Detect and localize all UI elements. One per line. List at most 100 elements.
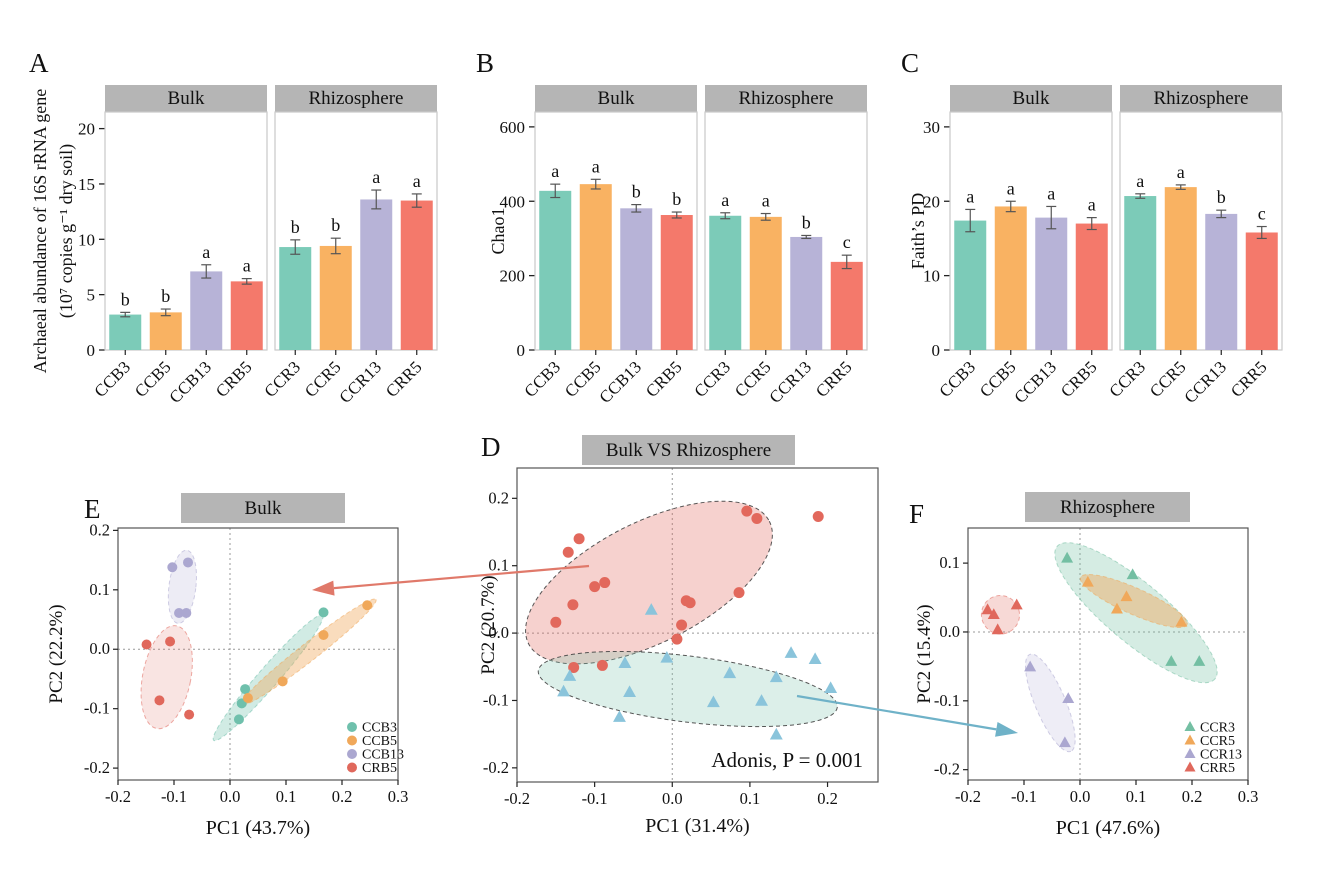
bar-CRB5: [1075, 223, 1108, 350]
legend-label-CCR13: CCR13: [1200, 748, 1242, 763]
panel-header-label: Bulk VS Rhizosphere: [606, 440, 771, 461]
bar-CCB3: [109, 314, 142, 350]
scatter-point-CCB13: [167, 562, 178, 573]
scatter-point-Rhizosphere: [824, 681, 838, 693]
y-tick-label: 0.2: [488, 488, 509, 507]
panel-letter-c: C: [901, 48, 920, 78]
scatter-point-CCB3: [240, 684, 251, 695]
significance-letter: b: [672, 189, 681, 209]
y-tick-label: 0.2: [89, 520, 110, 539]
y-tick-label: -0.1: [934, 691, 960, 710]
significance-letter: c: [1258, 204, 1266, 224]
x-tick-label: CCB3: [936, 357, 980, 401]
x-tick-label: 0.3: [1238, 787, 1259, 806]
scatter-point-Bulk: [573, 533, 585, 545]
bar-CCB5: [994, 206, 1027, 350]
scatter-point-Bulk: [751, 513, 763, 525]
significance-letter: a: [1007, 178, 1015, 198]
scatter-point-CRR5: [1010, 598, 1023, 610]
panel-letter-a: A: [29, 48, 49, 78]
significance-letter: a: [202, 242, 210, 262]
scatter-point-Bulk: [741, 505, 753, 517]
legend-swatch-CCR13: [1184, 748, 1196, 758]
panel-header-label: Rhizosphere: [1060, 497, 1155, 518]
bar-CCB3: [539, 190, 572, 350]
y-axis-title: Faith’s PD: [908, 193, 928, 270]
scatter-point-CCR3: [1061, 551, 1074, 563]
x-tick-label: CRB5: [1057, 357, 1101, 401]
plot-box: [516, 467, 879, 783]
scatter-point-CCR5: [1110, 602, 1123, 614]
x-tick-label: -0.1: [1011, 787, 1037, 806]
y-axis-title: Chao1: [488, 208, 508, 255]
x-tick-label: CRR5: [382, 357, 426, 401]
x-axis-title: PC1 (31.4%): [645, 815, 749, 837]
scatter-point-CCB3: [318, 607, 329, 618]
significance-letter: a: [551, 161, 559, 181]
scatter-point-CRR5: [987, 608, 1000, 620]
significance-letter: b: [161, 286, 170, 306]
panel-letter-b: B: [476, 48, 495, 78]
y-tick-label: 200: [500, 267, 526, 286]
significance-letter: a: [413, 171, 421, 191]
scatter-point-Bulk: [812, 511, 824, 523]
y-tick-label: 10: [923, 267, 940, 286]
scatter-point-CRB5: [154, 695, 165, 706]
confidence-ellipse-CCR13: [1024, 653, 1076, 753]
scatter-point-Bulk: [567, 599, 579, 611]
scatter-point-Rhizosphere: [769, 670, 783, 683]
scatter-point-Bulk: [568, 661, 580, 673]
y-tick-label: 600: [500, 118, 526, 137]
bar-CCR3: [1124, 196, 1157, 350]
significance-letter: b: [802, 212, 811, 232]
bar-CCB3: [954, 220, 987, 350]
bar-CRR5: [400, 200, 433, 350]
x-tick-label: CCR3: [1106, 357, 1150, 401]
significance-letter: a: [762, 191, 770, 211]
legend-swatch-CRR5: [1184, 761, 1196, 772]
bar-CCR3: [279, 247, 312, 350]
scatter-point-CCB5: [318, 629, 329, 640]
x-tick-label: CCR13: [336, 357, 386, 407]
bar-CRB5: [230, 281, 263, 350]
significance-letter: b: [1217, 187, 1226, 207]
scatter-point-Rhizosphere: [557, 684, 571, 697]
scatter-point-Bulk: [684, 597, 696, 609]
facet-plot-box: [949, 111, 1113, 351]
x-tick-label: 0.0: [1070, 787, 1091, 806]
x-axis-title: PC1 (47.6%): [1056, 817, 1160, 839]
bar-CCB13: [190, 271, 223, 350]
scatter-point-CCB5: [277, 676, 288, 687]
significance-letter: b: [291, 217, 300, 237]
panel-d-chart: Bulk VS Rhizosphere -0.2 -0.1 0.0 0.1 0.2 -0.2…: [478, 435, 879, 837]
y-tick-label: 0: [932, 341, 941, 360]
panel-header-label: Bulk: [245, 498, 282, 519]
bar-CRB5: [660, 215, 693, 350]
x-tick-label: 0.2: [332, 787, 353, 806]
y-tick-label: -0.2: [483, 758, 509, 777]
y-tick-label: -0.2: [84, 758, 110, 777]
scatter-point-CCB13: [174, 607, 185, 618]
legend-label-CCR5: CCR5: [1200, 734, 1235, 749]
y-tick-label: -0.1: [483, 690, 509, 709]
y-tick-label: 400: [500, 192, 526, 211]
scatter-point-Bulk: [676, 619, 688, 631]
facet-plot-box: [104, 111, 268, 351]
facet-header-label: Rhizosphere: [1154, 88, 1249, 109]
y-tick-label: -0.1: [84, 699, 110, 718]
facet-header: [950, 85, 1112, 112]
x-tick-label: CRR5: [1227, 357, 1271, 401]
x-tick-label: CCR13: [766, 357, 816, 407]
panel-a-chart: Archaeal abundance of 16S rRNA gene (10⁷ …: [30, 85, 438, 407]
y-tick-label: -0.2: [934, 760, 960, 779]
panel-e-chart: Bulk -0.2 -0.1 0.0 0.1 0.2 0.3 -0.2 -0.1 0.0 0.1 0.…: [46, 493, 408, 839]
legend-label-CCB5: CCB5: [362, 734, 397, 749]
scatter-point-CCR5: [1120, 590, 1133, 602]
confidence-ellipse-CCR5: [1079, 573, 1188, 629]
bar-CCR3: [709, 215, 742, 350]
scatter-point-CCB13: [183, 557, 193, 568]
y-tick-label: 20: [923, 192, 940, 211]
scatter-point-Bulk: [562, 546, 574, 558]
x-tick-label: CCR3: [691, 357, 735, 401]
